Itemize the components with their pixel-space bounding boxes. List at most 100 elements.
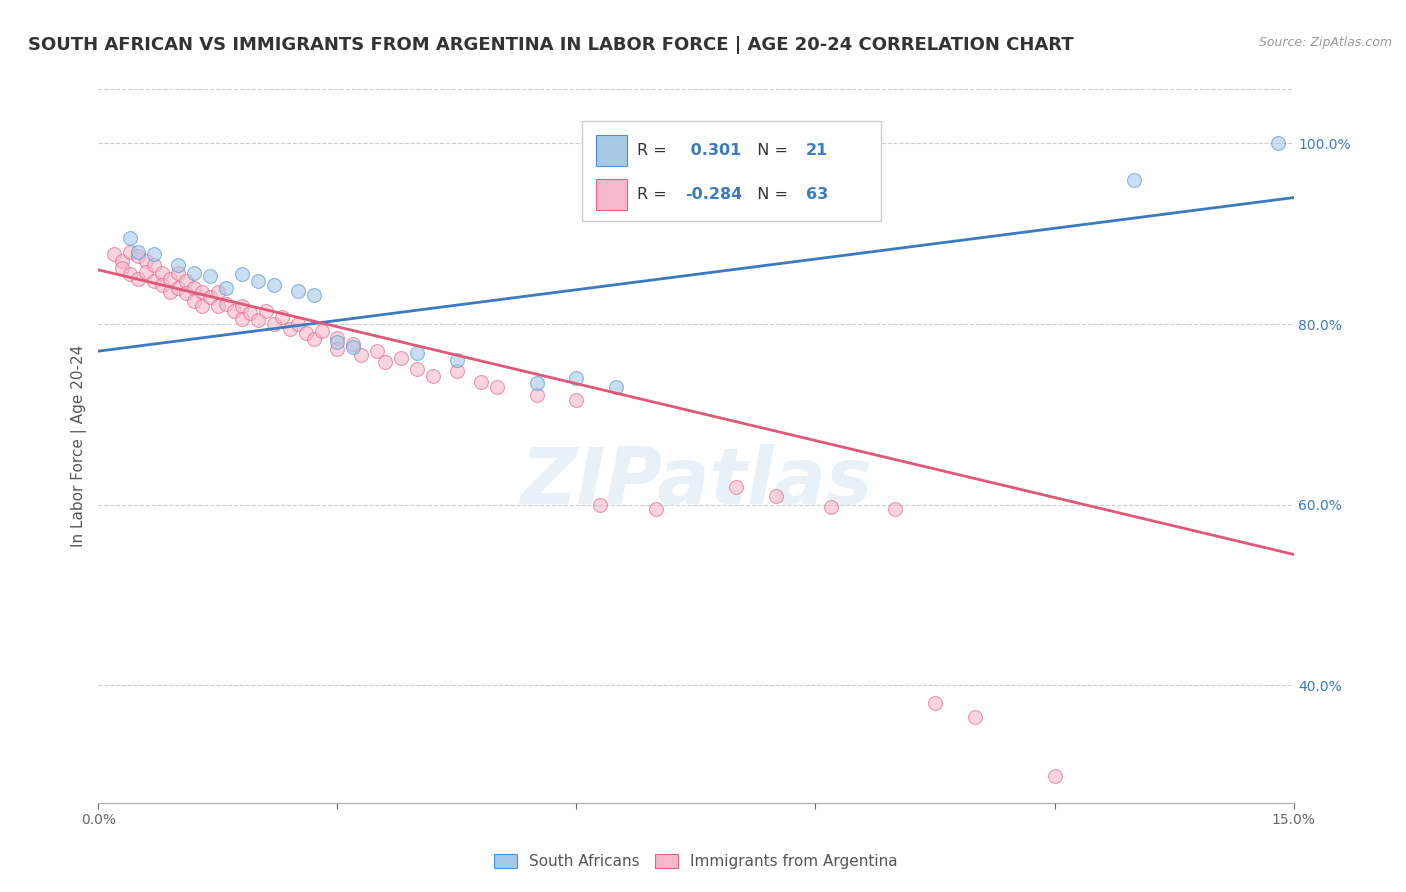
- Point: [111, 261, 134, 276]
- Point: [150, 278, 173, 293]
- Point: [302, 333, 325, 347]
- Point: [246, 274, 269, 288]
- Point: [884, 502, 907, 516]
- Point: [406, 346, 429, 360]
- Point: [231, 311, 253, 326]
- Point: [135, 265, 157, 279]
- Point: [183, 281, 205, 295]
- Point: [239, 306, 262, 320]
- Point: [231, 299, 253, 313]
- FancyBboxPatch shape: [582, 121, 882, 221]
- Point: [215, 281, 238, 295]
- Point: [485, 380, 508, 394]
- Point: [183, 294, 205, 309]
- Point: [246, 312, 269, 326]
- Y-axis label: In Labor Force | Age 20-24: In Labor Force | Age 20-24: [72, 345, 87, 547]
- Point: [287, 284, 309, 298]
- Point: [207, 285, 229, 300]
- Point: [143, 246, 166, 260]
- Text: R =: R =: [637, 144, 672, 159]
- Point: [191, 285, 214, 300]
- Point: [270, 310, 292, 324]
- Point: [963, 710, 986, 724]
- Text: -0.284: -0.284: [685, 187, 742, 202]
- FancyBboxPatch shape: [596, 136, 627, 167]
- Point: [120, 244, 142, 259]
- Point: [183, 267, 205, 281]
- Point: [174, 274, 197, 288]
- Text: ZIPatlas: ZIPatlas: [520, 443, 872, 520]
- Point: [135, 253, 157, 268]
- Point: [565, 392, 588, 407]
- Point: [326, 330, 349, 344]
- Point: [820, 500, 842, 514]
- Point: [406, 362, 429, 376]
- Point: [645, 502, 668, 516]
- Point: [294, 326, 316, 340]
- Point: [1043, 769, 1066, 783]
- Point: [765, 489, 787, 503]
- Point: [159, 272, 181, 286]
- Point: [374, 355, 396, 369]
- Point: [167, 267, 190, 281]
- Point: [159, 285, 181, 300]
- Point: [724, 480, 747, 494]
- Point: [311, 324, 333, 338]
- Point: [120, 231, 142, 245]
- Point: [222, 304, 245, 318]
- Point: [389, 351, 412, 366]
- Legend: South Africans, Immigrants from Argentina: South Africans, Immigrants from Argentin…: [489, 849, 903, 873]
- Point: [1123, 172, 1146, 186]
- Text: N =: N =: [747, 144, 793, 159]
- Point: [924, 697, 946, 711]
- Point: [120, 268, 142, 282]
- Text: 0.301: 0.301: [685, 144, 741, 159]
- Point: [1267, 136, 1289, 151]
- Text: N =: N =: [747, 187, 793, 202]
- Point: [326, 343, 349, 357]
- Point: [302, 288, 325, 302]
- Point: [605, 380, 627, 394]
- Point: [446, 353, 468, 368]
- Point: [366, 344, 388, 359]
- Text: R =: R =: [637, 187, 672, 202]
- Point: [589, 498, 612, 512]
- Text: SOUTH AFRICAN VS IMMIGRANTS FROM ARGENTINA IN LABOR FORCE | AGE 20-24 CORRELATIO: SOUTH AFRICAN VS IMMIGRANTS FROM ARGENTI…: [28, 36, 1074, 54]
- Text: Source: ZipAtlas.com: Source: ZipAtlas.com: [1258, 36, 1392, 49]
- Point: [422, 369, 444, 384]
- Point: [263, 278, 285, 293]
- Point: [174, 286, 197, 301]
- Point: [446, 364, 468, 378]
- Point: [526, 376, 548, 390]
- Point: [167, 258, 190, 272]
- Point: [231, 268, 253, 282]
- Point: [215, 297, 238, 311]
- Point: [326, 335, 349, 350]
- Point: [198, 290, 221, 304]
- Point: [198, 269, 221, 284]
- Point: [191, 299, 214, 313]
- Point: [342, 340, 364, 354]
- Point: [127, 272, 149, 286]
- Point: [565, 371, 588, 385]
- Point: [350, 348, 373, 362]
- Point: [127, 249, 149, 263]
- Point: [342, 337, 364, 351]
- Point: [470, 375, 492, 389]
- Point: [143, 274, 166, 288]
- Point: [127, 244, 149, 259]
- Point: [526, 387, 548, 401]
- Point: [254, 303, 277, 318]
- Point: [278, 321, 301, 335]
- Point: [287, 317, 309, 331]
- Point: [150, 266, 173, 280]
- Point: [167, 281, 190, 295]
- Point: [103, 246, 125, 260]
- FancyBboxPatch shape: [596, 179, 627, 210]
- Point: [263, 317, 285, 331]
- Text: 21: 21: [806, 144, 828, 159]
- Point: [143, 258, 166, 272]
- Point: [207, 299, 229, 313]
- Point: [111, 253, 134, 268]
- Text: 63: 63: [806, 187, 828, 202]
